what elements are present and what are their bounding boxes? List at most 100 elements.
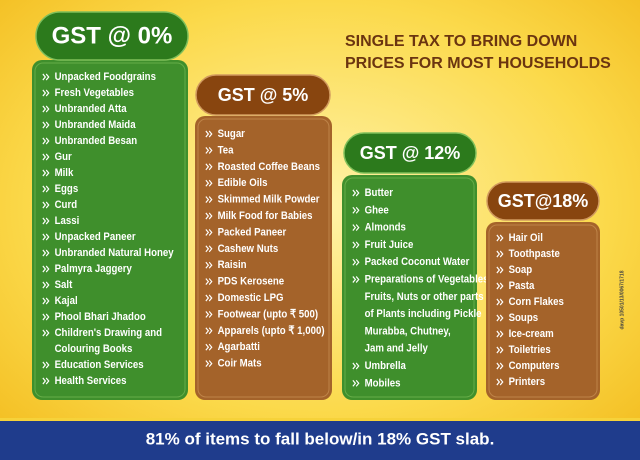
jar-body	[486, 222, 600, 400]
bullet	[496, 266, 504, 274]
bullet	[42, 297, 50, 305]
bullet	[352, 224, 360, 232]
item-text: Tea	[218, 144, 234, 157]
slab-label: GST@18%	[498, 191, 589, 211]
banner	[0, 421, 640, 460]
bullet	[205, 146, 213, 154]
item-text: Soups	[509, 311, 539, 324]
item-text: Butter	[365, 186, 393, 199]
bullet	[42, 361, 50, 369]
item-text: Phool Bhari Jhadoo	[55, 310, 147, 323]
slab-label: GST @ 5%	[218, 85, 309, 105]
item-text: Unbranded Atta	[55, 102, 127, 115]
jar-inner-edge	[197, 118, 330, 398]
item-text: Sugar	[218, 127, 245, 140]
item-text: Coir Mats	[218, 357, 262, 370]
item-text: Toothpaste	[509, 247, 560, 260]
bullet	[42, 217, 50, 225]
bullet	[205, 343, 213, 351]
slab-label: GST @ 12%	[360, 143, 461, 163]
bullet	[205, 261, 213, 269]
item-text: Murabba, Chutney,	[365, 325, 451, 338]
jar-body	[195, 116, 332, 400]
bullet	[205, 179, 213, 187]
jar-inner-edge	[344, 177, 475, 398]
item-text: Curd	[55, 198, 78, 211]
item-text: Lassi	[55, 214, 80, 227]
bullet	[205, 228, 213, 236]
item-text: Skimmed Milk Powder	[218, 193, 320, 206]
item-text: Preparations of Vegetables,	[365, 273, 492, 286]
item-list: Hair Oil Toothpaste Soap Pasta Corn Flakes So…	[496, 231, 564, 388]
item-text: Fruits, Nuts or other parts	[365, 290, 484, 303]
bullet	[496, 378, 504, 386]
item-text: Ghee	[365, 204, 389, 217]
bullet	[42, 185, 50, 193]
banner-edge	[0, 418, 640, 421]
bullet	[42, 329, 50, 337]
jar-lid	[195, 74, 331, 116]
bullet	[352, 189, 360, 197]
item-text: Kajal	[55, 294, 78, 307]
bullet	[496, 250, 504, 258]
item-text: Milk	[55, 166, 74, 179]
bullet	[42, 89, 50, 97]
title-line: SINGLE TAX TO BRING DOWN	[345, 33, 577, 50]
bullet	[42, 153, 50, 161]
bullet	[42, 105, 50, 113]
item-text: Printers	[509, 375, 546, 388]
bullet	[496, 234, 504, 242]
bullet	[42, 121, 50, 129]
bullet	[205, 360, 213, 368]
bullet	[205, 163, 213, 171]
item-list: Butter Ghee Almonds Fruit Juice Packed Cocon…	[352, 186, 492, 390]
bullet	[42, 233, 50, 241]
bullet	[42, 137, 50, 145]
jar-inner-edge	[488, 224, 598, 398]
bullet	[205, 212, 213, 220]
bullet	[205, 310, 213, 318]
item-text: Unpacked Foodgrains	[55, 70, 156, 83]
item-text: Apparels (upto ₹ 1,000)	[218, 324, 325, 337]
item-text: Gur	[55, 150, 72, 163]
bullet	[352, 362, 360, 370]
item-text: Packed Paneer	[218, 226, 287, 239]
item-text: Jam and Jelly	[365, 342, 428, 355]
item-text: Salt	[55, 278, 73, 291]
bullet	[205, 278, 213, 286]
item-text: PDS Kerosene	[218, 275, 285, 288]
slab-label: GST @ 0%	[52, 22, 173, 49]
bullet	[42, 281, 50, 289]
bullet	[42, 265, 50, 273]
item-text: Raisin	[218, 258, 247, 271]
item-text: Eggs	[55, 182, 79, 195]
item-text: Hair Oil	[509, 231, 543, 244]
item-text: Cashew Nuts	[218, 242, 279, 255]
item-text: Unbranded Maida	[55, 118, 136, 131]
item-text: Palmyra Jaggery	[55, 262, 132, 275]
bullet	[42, 201, 50, 209]
bullet	[42, 249, 50, 257]
bullet	[205, 294, 213, 302]
bullet	[496, 314, 504, 322]
bullet	[205, 327, 213, 335]
item-text: Ice-cream	[509, 327, 554, 340]
bullet	[352, 276, 360, 283]
item-text: Packed Coconut Water	[365, 255, 470, 268]
bullet	[496, 362, 504, 370]
bullet	[205, 245, 213, 253]
item-text: Unpacked Paneer	[55, 230, 136, 243]
item-text: Edible Oils	[218, 176, 268, 189]
item-list: Sugar Tea Roasted Coffee Beans Edible Oils S…	[205, 127, 325, 370]
bullet	[352, 379, 360, 387]
title-line: PRICES FOR MOST HOUSEHOLDS	[345, 55, 611, 72]
item-text: Health Services	[55, 374, 127, 387]
item-text: Pasta	[509, 279, 535, 292]
item-text: Domestic LPG	[218, 291, 284, 304]
item-text: Education Services	[55, 358, 144, 371]
item-list: Unpacked Foodgrains Fresh Vegetables Unbra…	[42, 70, 174, 387]
bullet	[496, 298, 504, 306]
item-text: of Plants including Pickle	[365, 307, 482, 320]
item-text: Umbrella	[365, 359, 406, 372]
item-text: Soap	[509, 263, 533, 276]
